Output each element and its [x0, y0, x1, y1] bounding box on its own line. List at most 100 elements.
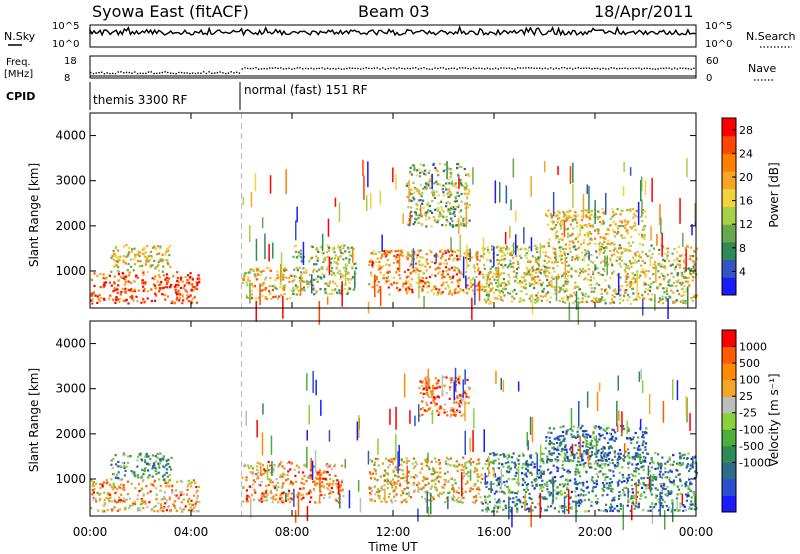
scatter-cell: [370, 486, 373, 490]
scatter-cell: [567, 274, 570, 278]
scatter-cell: [401, 477, 404, 480]
colorbar-tick-label: 28: [739, 124, 753, 137]
scatter-cell: [534, 477, 538, 481]
scatter-cell: [572, 500, 575, 503]
scatter-cell: [451, 498, 454, 501]
scatter-cell: [440, 200, 443, 203]
scatter-cell: [455, 186, 458, 189]
scatter-cell: [259, 274, 262, 277]
scatter-cell: [566, 488, 569, 491]
scatter-cell: [274, 286, 277, 290]
scatter-cell: [631, 272, 634, 275]
scatter-streak: [466, 244, 468, 270]
scatter-cell: [555, 215, 558, 218]
scatter-cell: [137, 253, 140, 256]
scatter-cell: [544, 214, 547, 217]
scatter-cell: [604, 279, 607, 282]
scatter-cell: [511, 456, 514, 459]
scatter-streak: [327, 218, 330, 237]
freq-dot: [651, 68, 654, 70]
scatter-cell: [420, 264, 423, 267]
scatter-cell: [182, 299, 185, 302]
scatter-cell: [478, 259, 482, 262]
scatter-cell: [327, 488, 330, 491]
scatter-cell: [99, 300, 102, 303]
scatter-cell: [475, 255, 478, 258]
scatter-cell: [136, 498, 139, 501]
scatter-cell: [661, 487, 664, 490]
scatter-cell: [115, 501, 118, 504]
scatter-cell: [616, 208, 619, 211]
scatter-streak: [622, 186, 625, 197]
scatter-cell: [625, 277, 628, 280]
scatter-cell: [286, 495, 289, 498]
scatter-cell: [121, 499, 125, 503]
scatter-cell: [495, 479, 498, 482]
scatter-cell: [425, 410, 428, 413]
scatter-cell: [599, 245, 602, 248]
scatter-streak: [650, 226, 652, 241]
scatter-cell: [145, 261, 148, 264]
scatter-cell: [329, 292, 332, 296]
scatter-cell: [678, 264, 681, 267]
scatter-cell: [312, 288, 315, 291]
scatter-cell: [546, 266, 549, 269]
scatter-cell: [162, 258, 165, 261]
scatter-cell: [567, 472, 570, 475]
scatter-cell: [547, 244, 550, 248]
scatter-cell: [495, 246, 498, 249]
scatter-cell: [339, 290, 342, 294]
scatter-cell: [437, 290, 441, 293]
scatter-cell: [487, 274, 490, 277]
scatter-cell: [375, 260, 378, 264]
scatter-cell: [430, 479, 433, 482]
scatter-cell: [668, 456, 671, 459]
scatter-cell: [606, 493, 609, 496]
scatter-cell: [119, 275, 123, 279]
scatter-cell: [635, 463, 638, 466]
scatter-cell: [474, 495, 477, 498]
scatter-cell: [633, 507, 636, 510]
scatter-cell: [165, 509, 168, 512]
scatter-cell: [477, 269, 480, 272]
scatter-cell: [122, 260, 125, 263]
scatter-cell: [623, 289, 626, 292]
scatter-cell: [118, 496, 121, 499]
scatter-cell: [316, 275, 320, 278]
freq-dot: [376, 67, 378, 69]
scatter-cell: [412, 457, 416, 460]
freq-dot: [313, 68, 315, 70]
scatter-cell: [523, 247, 526, 250]
scatter-cell: [554, 232, 557, 235]
scatter-cell: [527, 507, 530, 510]
scatter-cell: [643, 283, 646, 286]
scatter-cell: [443, 262, 446, 265]
scatter-cell: [134, 253, 137, 256]
scatter-cell: [679, 505, 682, 508]
scatter-cell: [555, 256, 558, 259]
scatter-cell: [620, 209, 623, 212]
scatter-cell: [414, 271, 417, 274]
noise-panel-frame: [89, 24, 697, 48]
scatter-cell: [394, 250, 397, 253]
scatter-cell: [558, 216, 561, 220]
scatter-cell: [380, 485, 383, 488]
scatter-cell: [198, 281, 201, 284]
noise-left-tick-top: 10^5: [52, 21, 79, 32]
scatter-cell: [548, 238, 551, 241]
scatter-cell: [438, 385, 441, 388]
scatter-cell: [373, 253, 376, 256]
scatter-cell: [400, 250, 403, 253]
scatter-cell: [180, 276, 183, 279]
scatter-cell: [690, 268, 693, 271]
scatter-cell: [382, 265, 385, 268]
scatter-cell: [449, 212, 452, 215]
scatter-cell: [254, 491, 257, 494]
scatter-cell: [378, 497, 381, 500]
scatter-cell: [502, 265, 505, 268]
scatter-cell: [509, 259, 512, 262]
scatter-cell: [179, 297, 182, 300]
scatter-cell: [571, 256, 574, 259]
scatter-cell: [427, 491, 430, 494]
scatter-cell: [178, 293, 182, 296]
